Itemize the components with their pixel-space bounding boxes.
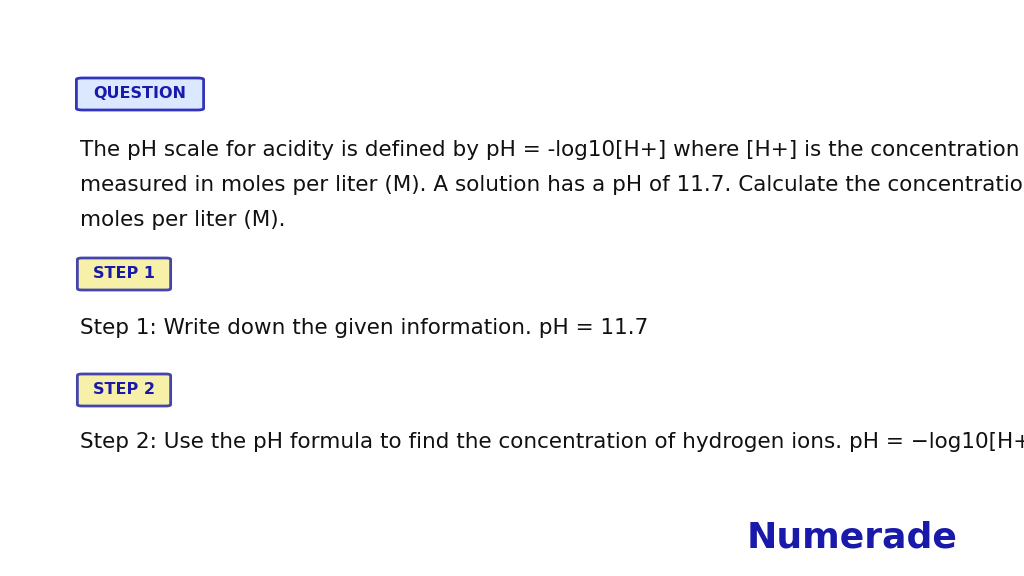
- Text: STEP 2: STEP 2: [93, 382, 155, 397]
- Text: Step 2: Use the pH formula to find the concentration of hydrogen ions. pH = −log: Step 2: Use the pH formula to find the c…: [80, 432, 1024, 452]
- FancyBboxPatch shape: [77, 78, 204, 110]
- Text: measured in moles per liter (M). A solution has a pH of 11.7. Calculate the conc: measured in moles per liter (M). A solut…: [80, 175, 1024, 195]
- Text: moles per liter (M).: moles per liter (M).: [80, 210, 286, 230]
- FancyBboxPatch shape: [78, 258, 171, 290]
- Text: Step 1: Write down the given information. pH = 11.7: Step 1: Write down the given information…: [80, 318, 648, 338]
- Text: Numerade: Numerade: [748, 520, 958, 554]
- Text: STEP 1: STEP 1: [93, 267, 155, 282]
- Text: QUESTION: QUESTION: [93, 86, 186, 101]
- Text: The pH scale for acidity is defined by pH = -log10[H+] where [H+] is the concent: The pH scale for acidity is defined by p…: [80, 140, 1024, 160]
- FancyBboxPatch shape: [78, 374, 171, 406]
